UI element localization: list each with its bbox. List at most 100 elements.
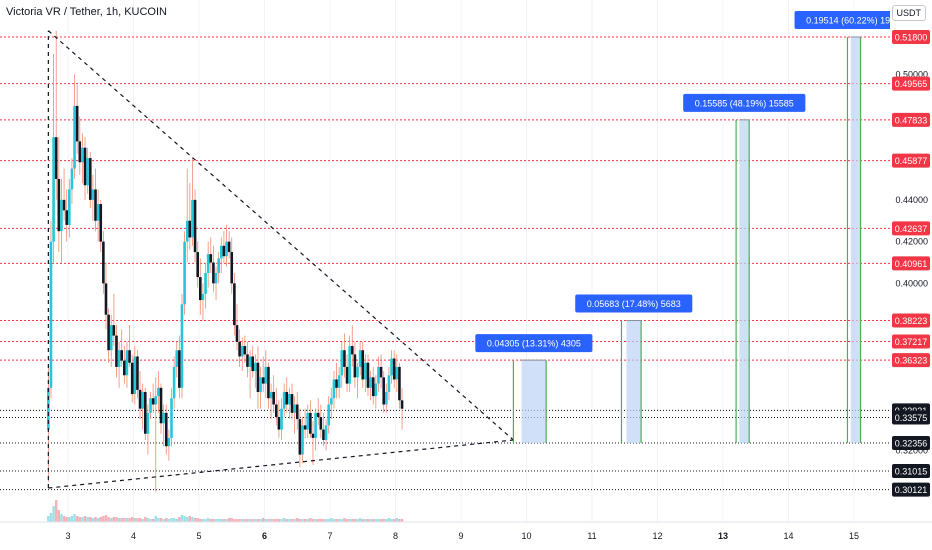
candle-body — [254, 362, 257, 372]
candle-body — [47, 387, 50, 430]
volume-bar — [222, 519, 226, 522]
candle-body — [57, 178, 61, 232]
volume-bar — [288, 519, 291, 522]
candle-body — [248, 356, 252, 367]
candle-body — [99, 204, 103, 242]
volume-bar — [280, 519, 283, 522]
volume-bar — [225, 519, 228, 522]
volume-bar — [395, 518, 399, 522]
volume-bar — [52, 506, 55, 522]
time-tick-label: 12 — [652, 531, 662, 541]
candle-body — [162, 412, 165, 424]
volume-bar — [243, 519, 247, 522]
volume-bar — [330, 518, 333, 522]
candle-body — [387, 375, 391, 392]
volume-bar — [128, 518, 131, 522]
candle-body — [193, 199, 197, 253]
candle-body — [219, 245, 223, 259]
volume-bar — [233, 519, 236, 522]
volume-bar — [246, 519, 249, 522]
volume-bar — [73, 514, 76, 522]
currency-unit-button[interactable]: USDT — [891, 5, 926, 21]
price-tick-label: 0.40000 — [895, 278, 928, 288]
candle-body — [324, 425, 328, 440]
volume-bar — [343, 518, 346, 522]
triangle-lower-line — [48, 439, 514, 489]
volume-bar — [324, 519, 328, 522]
volume-bar — [254, 519, 257, 522]
volume-bar — [277, 519, 281, 522]
volume-bar — [282, 518, 286, 522]
volume-bar — [377, 519, 380, 522]
candle-body — [204, 272, 207, 294]
candle-body — [264, 366, 268, 384]
volume-bar — [301, 519, 304, 522]
volume-bar — [311, 519, 315, 522]
candle-body — [246, 354, 249, 367]
candle-body — [251, 356, 255, 372]
time-axis[interactable]: 3 4 5 6 7 8 9 10 11 12 13 14 15 — [0, 521, 932, 541]
resistance-price-tag — [892, 256, 930, 271]
chart-title: Victoria VR / Tether, 1h, KUCOIN — [6, 6, 167, 18]
volume-bar — [248, 519, 252, 522]
candle-body — [214, 272, 218, 284]
volume-bar — [256, 519, 260, 522]
volume-bar — [374, 519, 378, 522]
volume-bar — [220, 519, 223, 522]
resistance-price-label: 0.38223 — [895, 316, 928, 326]
volume-bar — [49, 513, 53, 522]
candlesticks — [47, 30, 404, 493]
volume-bar — [188, 516, 192, 522]
candle-body — [136, 356, 139, 390]
candle-body — [70, 168, 74, 190]
volume-bar — [314, 519, 317, 522]
volume-bar — [112, 517, 116, 522]
candle-body — [369, 377, 372, 388]
volume-bar — [86, 517, 89, 522]
volume-bar — [154, 516, 157, 522]
time-tick-label: 14 — [783, 531, 793, 541]
candle-body — [256, 362, 260, 392]
volume-bar — [351, 519, 354, 522]
time-tick-label: 6 — [262, 531, 267, 541]
volume-bar — [62, 516, 66, 522]
candle-body — [107, 314, 110, 351]
candle-body — [298, 419, 302, 455]
volume-bar — [125, 518, 129, 522]
target-label: 0.05683 (17.48%) 5683 — [587, 299, 681, 309]
volume-bar — [130, 517, 134, 522]
candle-body — [212, 262, 215, 284]
candle-body — [222, 245, 226, 257]
candle-body — [272, 391, 275, 405]
candle-body — [314, 412, 317, 438]
candle-body — [88, 158, 92, 200]
candle-body — [191, 199, 194, 238]
volume-bar — [387, 518, 391, 522]
candle-body — [374, 383, 378, 397]
time-tick-label: 7 — [327, 531, 332, 541]
volume-bar — [264, 519, 268, 522]
volume-bar — [57, 510, 61, 522]
volume-bar — [186, 517, 189, 522]
price-axis[interactable]: 0.50000 0.44000 0.42000 0.40000 0.32000 0.518… — [890, 0, 932, 550]
volume-bar — [345, 519, 349, 522]
target-label-box — [794, 11, 917, 29]
volume-bar — [230, 518, 233, 522]
resistance-price-label: 0.37217 — [895, 337, 928, 347]
candle-body — [188, 220, 192, 238]
candle-body — [382, 377, 386, 405]
time-tick-label: 3 — [65, 531, 70, 541]
candle-body — [295, 404, 299, 420]
volume-bar — [348, 519, 351, 522]
volume-bar — [141, 519, 144, 522]
candle-body — [52, 137, 55, 242]
volume-bar — [385, 519, 388, 522]
support-price-label: 0.32356 — [895, 439, 928, 449]
volume-bar — [379, 519, 383, 522]
resistance-price-label: 0.45877 — [895, 156, 928, 166]
candle-body — [196, 252, 199, 278]
candle-body — [125, 350, 129, 376]
candle-body — [290, 394, 294, 413]
volume-bar — [251, 519, 254, 522]
